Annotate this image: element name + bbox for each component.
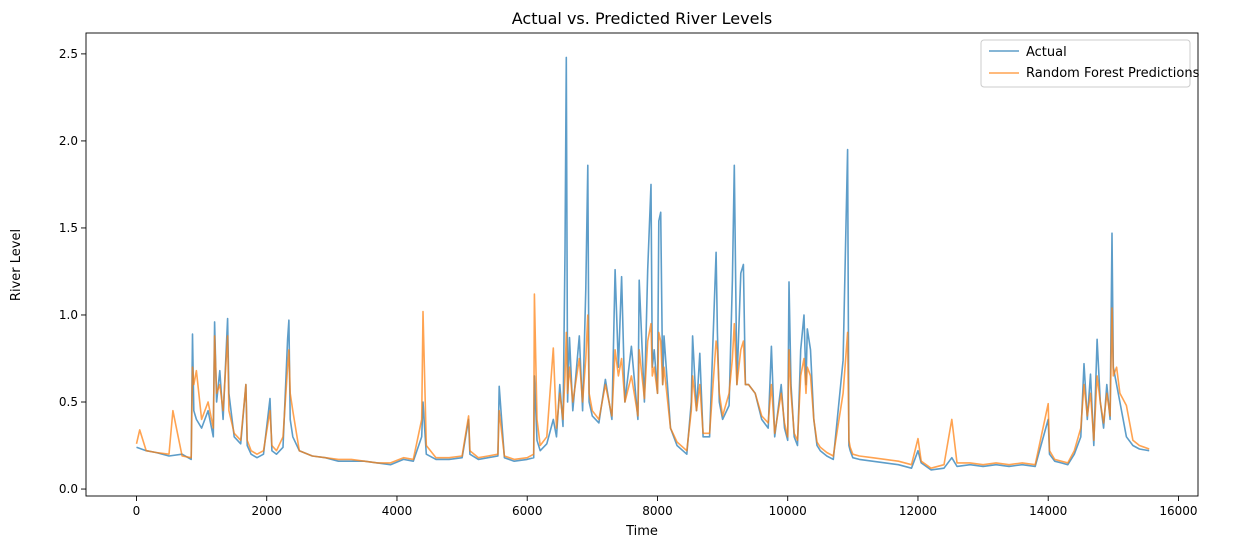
y-axis-label: River Level xyxy=(9,229,24,301)
x-tick-label: 10000 xyxy=(769,504,807,518)
legend-label-random-forest: Random Forest Predictions xyxy=(1026,66,1200,81)
x-tick-label: 2000 xyxy=(251,504,282,518)
chart-title: Actual vs. Predicted River Levels xyxy=(512,9,773,28)
x-axis: 0 2000 4000 6000 8000 10000 12000 14000 16000 xyxy=(133,496,1198,518)
y-tick-label: 1.0 xyxy=(59,308,78,322)
y-axis: 0.0 0.5 1.0 1.5 2.0 2.5 xyxy=(59,47,86,496)
x-tick-label: 12000 xyxy=(899,504,937,518)
series-line-random-forest xyxy=(135,293,1150,469)
legend-box xyxy=(980,39,1191,88)
y-tick-label: 0.5 xyxy=(59,395,78,409)
y-tick-label: 2.0 xyxy=(59,134,78,148)
x-tick-label: 16000 xyxy=(1159,504,1197,518)
x-tick-label: 8000 xyxy=(642,504,673,518)
x-axis-label: Time xyxy=(625,524,658,539)
y-tick-label: 0.0 xyxy=(59,482,78,496)
x-tick-label: 4000 xyxy=(382,504,413,518)
legend-label-actual: Actual xyxy=(1026,45,1067,60)
x-tick-label: 14000 xyxy=(1029,504,1067,518)
y-tick-label: 1.5 xyxy=(59,221,78,235)
plot-frame xyxy=(85,32,1199,497)
x-tick-label: 0 xyxy=(133,504,141,518)
legend: Actual Random Forest Predictions xyxy=(980,39,1200,88)
x-tick-label: 6000 xyxy=(512,504,543,518)
y-tick-label: 2.5 xyxy=(59,47,78,61)
series-layer xyxy=(135,56,1150,471)
